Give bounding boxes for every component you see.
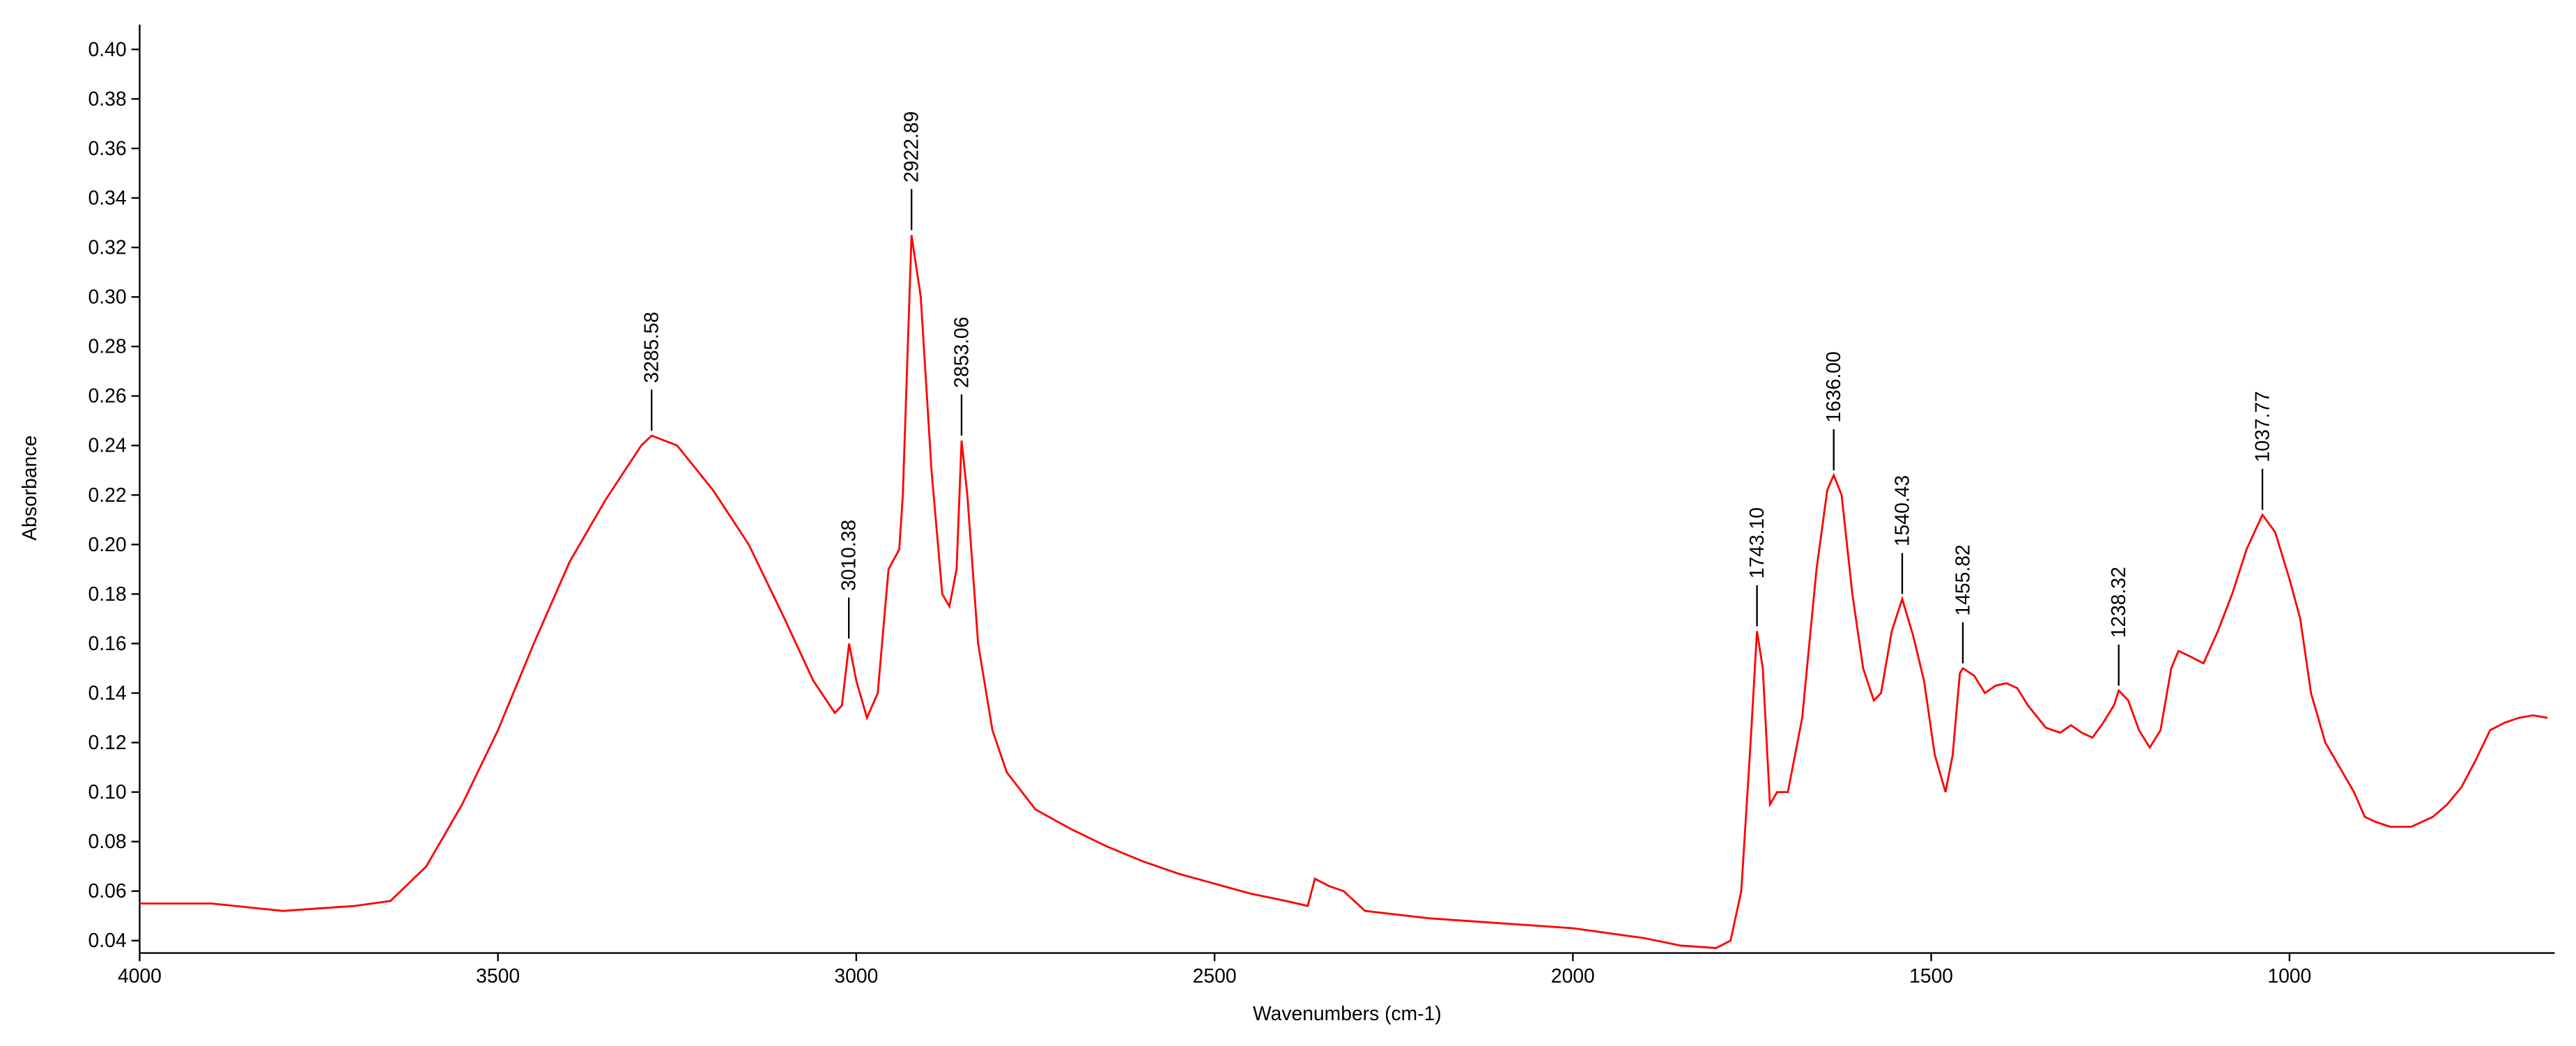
y-tick-label: 0.16 [88,632,127,654]
y-tick-label: 0.26 [88,385,127,407]
y-tick-label: 0.28 [88,335,127,357]
peak-label: 2853.06 [950,317,972,388]
y-tick-label: 0.30 [88,286,127,308]
x-tick-label: 1500 [1909,964,1953,987]
y-tick-label: 0.38 [88,87,127,109]
y-axis-label: Absorbance [18,436,40,541]
y-tick-label: 0.10 [88,780,127,803]
y-tick-label: 0.18 [88,583,127,605]
x-tick-label: 2500 [1193,964,1237,987]
peak-label: 2922.89 [900,111,923,183]
x-tick-label: 2000 [1551,964,1595,987]
peak-label: 1037.77 [2251,391,2273,462]
x-tick-label: 4000 [118,964,162,987]
y-tick-label: 0.34 [88,186,127,208]
peak-label: 1455.82 [1951,544,1973,615]
peak-label: 1743.10 [1745,507,1768,578]
peak-label: 1238.32 [2107,567,2129,638]
x-tick-label: 3000 [834,964,878,987]
y-tick-label: 0.36 [88,137,127,159]
x-tick-label: 3500 [476,964,520,987]
peak-label: 3010.38 [838,520,860,591]
peak-label: 1636.00 [1822,351,1844,422]
y-tick-label: 0.04 [88,929,127,951]
y-tick-label: 0.40 [88,38,127,60]
y-tick-label: 0.06 [88,879,127,902]
x-axis-label: Wavenumbers (cm-1) [1253,1002,1442,1024]
y-tick-label: 0.08 [88,830,127,852]
peak-label: 3285.58 [640,312,663,383]
y-tick-label: 0.12 [88,731,127,753]
peak-label: 1540.43 [1890,475,1913,546]
y-tick-label: 0.22 [88,484,127,506]
y-tick-label: 0.14 [88,682,127,704]
y-tick-label: 0.24 [88,434,127,456]
spectrum-line [139,235,2548,949]
y-tick-label: 0.32 [88,236,127,259]
x-tick-label: 1000 [2267,964,2311,987]
y-tick-label: 0.20 [88,533,127,555]
